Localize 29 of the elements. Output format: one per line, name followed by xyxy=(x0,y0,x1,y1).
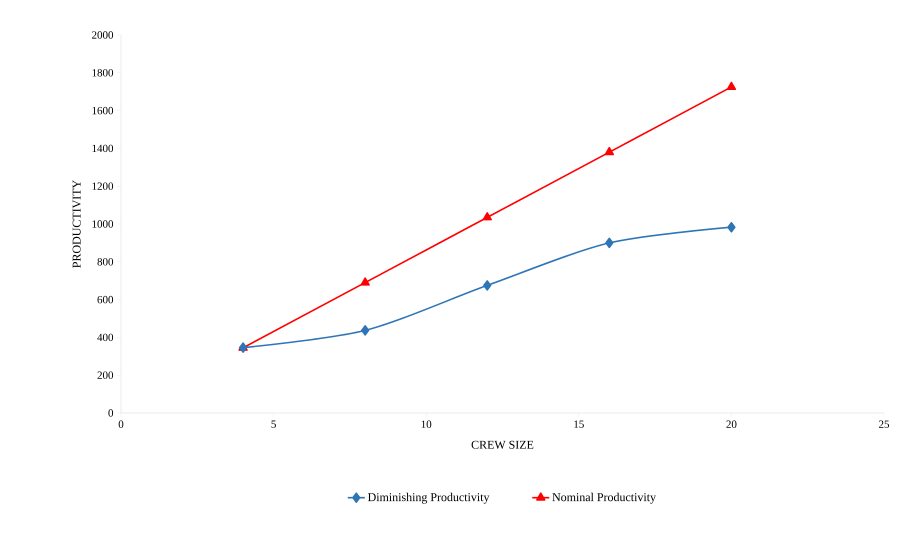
y-tick-label: 2000 xyxy=(92,31,114,39)
y-tick-label: 0 xyxy=(108,409,114,417)
y-axis-title: PRODUCTIVITY xyxy=(72,180,81,268)
point xyxy=(726,82,736,90)
y-tick-label: 400 xyxy=(97,334,114,342)
x-tick-label: 25 xyxy=(879,420,890,428)
x-tick-label: 20 xyxy=(726,420,736,428)
x-tick-label: 15 xyxy=(574,420,584,428)
point xyxy=(482,212,492,220)
y-tick-label: 1400 xyxy=(92,144,114,152)
y-tick-label: 600 xyxy=(98,296,114,304)
point xyxy=(727,222,736,233)
legend-label: Diminishing Productivity xyxy=(368,492,490,504)
y-tick-label: 1000 xyxy=(92,220,114,228)
legend-label: Nominal Productivity xyxy=(552,492,656,504)
y-tick-label: 200 xyxy=(98,372,114,379)
x-axis-title: CREW SIZE xyxy=(472,440,534,449)
point xyxy=(604,146,614,156)
y-tick-label: 1600 xyxy=(92,106,114,114)
point xyxy=(483,280,492,291)
y-tick-label: 1800 xyxy=(92,69,114,76)
y-tick-label: 1200 xyxy=(92,182,114,190)
point xyxy=(360,325,370,336)
point xyxy=(605,238,614,248)
x-tick-label: 10 xyxy=(422,420,432,428)
point xyxy=(360,277,370,286)
y-tick-label: 800 xyxy=(97,258,114,266)
x-tick-label: 5 xyxy=(272,420,276,428)
x-tick-label: 0 xyxy=(118,420,124,428)
